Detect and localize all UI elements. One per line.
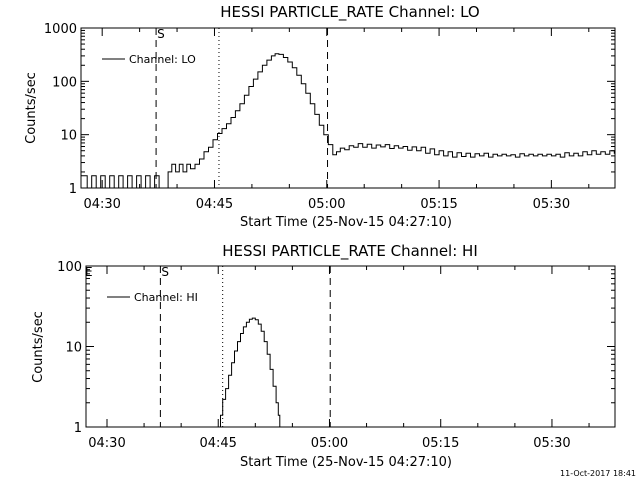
y-axis-label: Counts/sec: [31, 311, 46, 383]
y-tick-label: 100: [52, 75, 77, 90]
x-tick-label: 05:00: [308, 197, 345, 212]
x-tick-label: 05:30: [533, 197, 570, 212]
x-axis-label: Start Time (25-Nov-15 04:27:10): [240, 455, 452, 470]
x-tick-label: 04:45: [199, 436, 236, 451]
y-axis-label: Counts/sec: [24, 72, 39, 144]
y-tick-label: 1: [74, 421, 82, 436]
legend-label: Channel: HI: [134, 291, 198, 304]
chart-panel-lo: HESSI PARTICLE_RATE Channel: LO 1 10 100 10…: [24, 3, 616, 230]
series-line: [219, 317, 281, 428]
x-tick-label: 04:45: [196, 197, 233, 212]
chart-title: HESSI PARTICLE_RATE Channel: LO: [220, 3, 479, 22]
y-tick-label: 100: [57, 260, 82, 275]
time-marker-label: S: [157, 27, 165, 41]
x-tick-label: 05:00: [311, 436, 348, 451]
x-axis-label: Start Time (25-Nov-15 04:27:10): [240, 215, 452, 230]
legend-label: Channel: LO: [129, 53, 196, 66]
x-tick-label: 05:15: [420, 197, 457, 212]
chart-panel-hi: HESSI PARTICLE_RATE Channel: HI 1 10 100 04…: [31, 242, 616, 470]
timestamp-stamp: 11-Oct-2017 18:41: [560, 469, 636, 478]
chart-title: HESSI PARTICLE_RATE Channel: HI: [222, 242, 478, 261]
y-tick-label: 10: [65, 341, 82, 356]
x-tick-label: 05:15: [422, 436, 459, 451]
y-tick-label: 1000: [44, 22, 77, 37]
x-tick-label: 05:30: [533, 436, 570, 451]
plot-area: 11010004:3004:4505:0005:1505:3005:4506:0…: [57, 260, 616, 451]
y-tick-label: 1: [69, 182, 77, 197]
plot-area: 110100100004:3004:4505:0005:1505:3005:45…: [44, 22, 616, 212]
series-line: [81, 53, 616, 189]
x-tick-label: 04:30: [83, 197, 120, 212]
x-tick-label: 04:30: [88, 436, 125, 451]
time-marker-label: S: [161, 265, 169, 279]
plot-frame: [80, 27, 616, 189]
edge-marker-label: E: [85, 265, 93, 279]
y-tick-label: 10: [60, 129, 77, 144]
